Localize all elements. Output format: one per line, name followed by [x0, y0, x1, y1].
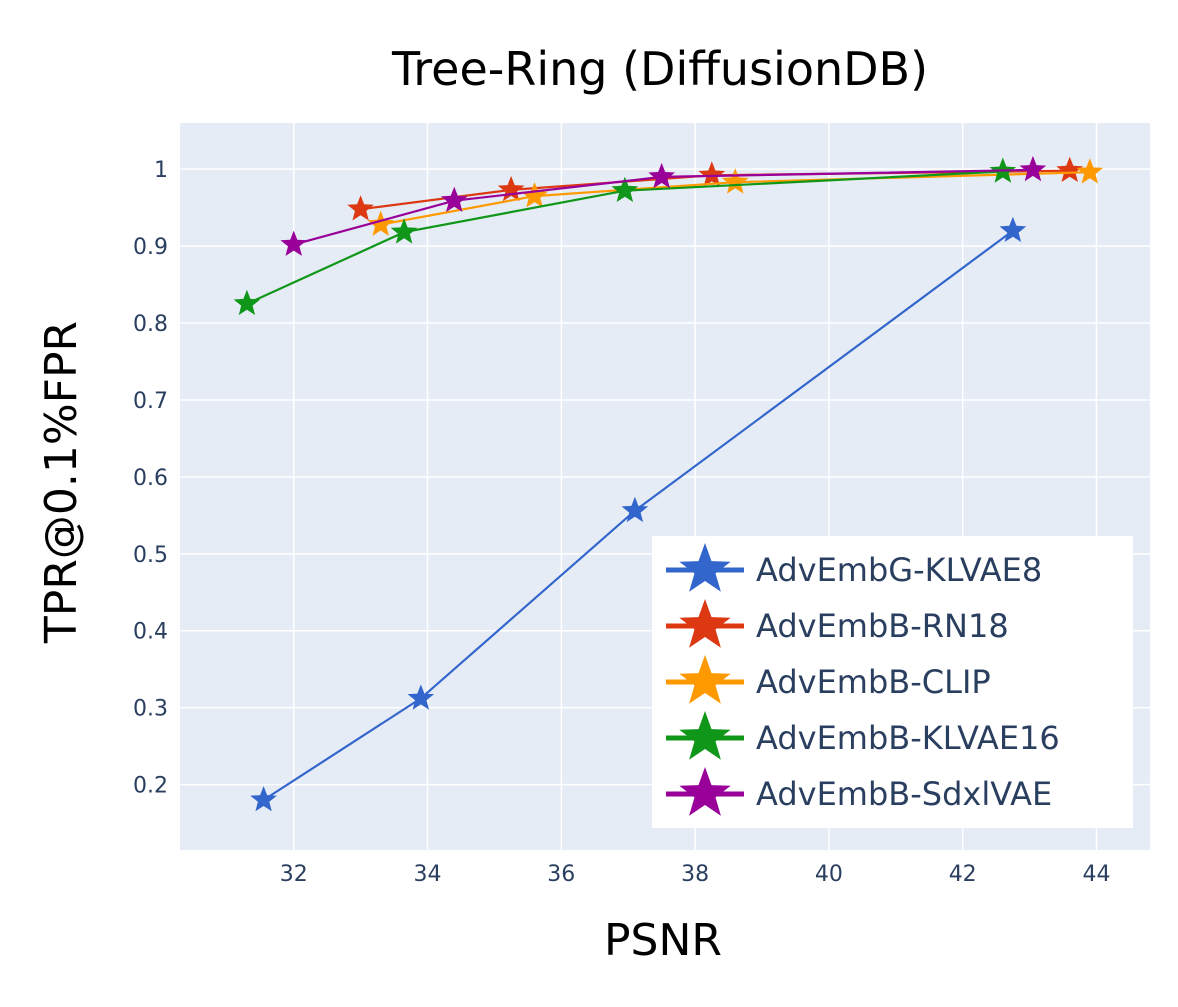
legend-star-icon [679, 711, 731, 760]
legend-item[interactable]: AdvEmbB-SdxlVAE [666, 767, 1052, 816]
x-tick-label: 36 [547, 862, 575, 887]
legend-star-icon [679, 599, 731, 648]
data-point-star [611, 176, 639, 202]
legend-star-icon [679, 543, 731, 592]
legend-label: AdvEmbG-KLVAE8 [756, 551, 1042, 589]
data-point-star [280, 230, 307, 256]
y-tick-label: 0.3 [133, 697, 168, 722]
ticks: 32 34 36 38 40 42 44 0.2 0.3 0.4 0.5 0.6 0.7 0.8 0.9 1 [133, 158, 1110, 887]
series-line [293, 168, 1033, 246]
data-point-star [367, 210, 394, 236]
y-tick-label: 0.5 [133, 543, 168, 568]
data-point-star [1056, 156, 1083, 182]
data-point-star [441, 186, 468, 212]
y-tick-label: 0.2 [133, 774, 168, 799]
data-point-star [621, 496, 649, 523]
data-point-star [648, 162, 675, 189]
x-tick-label: 44 [1082, 862, 1110, 887]
legend-item[interactable]: AdvEmbG-KLVAE8 [666, 543, 1042, 592]
legend-star-icon [679, 767, 731, 816]
legend-label: AdvEmbB-KLVAE16 [756, 719, 1060, 757]
data-point-star [250, 786, 277, 812]
data-point-star [233, 289, 261, 316]
series-layer [233, 155, 1104, 812]
chart-title: Tree-Ring (DiffusionDB) [391, 42, 928, 96]
data-point-star [1019, 155, 1047, 182]
data-point-star [497, 175, 525, 202]
y-tick-label: 0.4 [133, 620, 168, 645]
y-tick-label: 0.8 [133, 312, 168, 337]
legend-item[interactable]: AdvEmbB-RN18 [666, 599, 1009, 648]
data-point-star [521, 182, 548, 208]
x-tick-label: 34 [414, 862, 442, 887]
data-point-star [999, 216, 1027, 242]
legend[interactable]: AdvEmbG-KLVAE8 AdvEmbB-RN18 AdvEmbB-CLIP Ad… [652, 536, 1133, 828]
series-line [263, 229, 1014, 801]
legend-star-icon [679, 655, 731, 704]
data-point-star [698, 161, 726, 187]
x-tick-label: 40 [815, 862, 843, 887]
data-point-star [390, 218, 418, 244]
legend-item[interactable]: AdvEmbB-KLVAE16 [666, 711, 1060, 760]
series-line [246, 170, 1003, 305]
legend-label: AdvEmbB-SdxlVAE [756, 775, 1052, 813]
y-tick-label: 0.9 [133, 235, 168, 260]
y-axis-label: TPR@0.1%FPR [36, 321, 87, 644]
x-tick-label: 38 [681, 862, 709, 887]
y-tick-label: 0.7 [133, 389, 168, 414]
data-point-star [1076, 158, 1104, 184]
x-tick-label: 32 [280, 862, 308, 887]
x-axis-label: PSNR [604, 915, 722, 966]
data-point-star [347, 195, 374, 221]
data-point-star [407, 684, 435, 710]
data-point-star [721, 168, 749, 194]
legend-label: AdvEmbB-CLIP [756, 663, 991, 701]
y-tick-label: 1 [154, 158, 168, 183]
legend-label: AdvEmbB-RN18 [756, 607, 1009, 645]
legend-item[interactable]: AdvEmbB-CLIP [666, 655, 991, 704]
x-tick-label: 42 [949, 862, 977, 887]
series-AdvEmbG-KLVAE8 [250, 216, 1027, 812]
series-AdvEmbB-SdxlVAE [280, 155, 1047, 256]
y-tick-label: 0.6 [133, 466, 168, 491]
